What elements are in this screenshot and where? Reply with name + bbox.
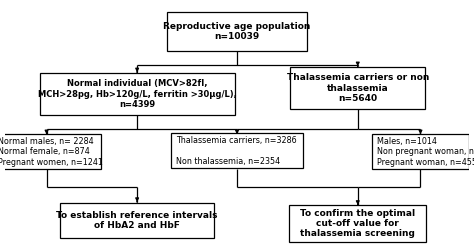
Text: Normal individual (MCV>82fl,
MCH>28pg, Hb>120g/L, ferritin >30μg/L),
n=4399: Normal individual (MCV>82fl, MCH>28pg, H… — [38, 79, 237, 109]
Text: To establish reference intervals
of HbA2 and HbF: To establish reference intervals of HbA2… — [56, 211, 218, 230]
FancyBboxPatch shape — [39, 73, 235, 115]
Text: Reproductive age population
n=10039: Reproductive age population n=10039 — [164, 22, 310, 41]
FancyBboxPatch shape — [167, 12, 307, 51]
FancyBboxPatch shape — [372, 135, 469, 169]
FancyBboxPatch shape — [171, 133, 303, 168]
FancyBboxPatch shape — [61, 203, 214, 238]
Text: Thalassemia carriers, n=3286

Non thalassemia, n=2354: Thalassemia carriers, n=3286 Non thalass… — [176, 136, 297, 166]
Text: Thalassemia carriers or non
thalassemia
n=5640: Thalassemia carriers or non thalassemia … — [287, 73, 429, 103]
Text: To confirm the optimal
cut-off value for
thalassemia screening: To confirm the optimal cut-off value for… — [300, 209, 415, 238]
FancyBboxPatch shape — [291, 67, 425, 109]
Text: Normal males, n= 2284
Normal female, n=874
Pregnant women, n=1241: Normal males, n= 2284 Normal female, n=8… — [0, 137, 102, 167]
Text: Males, n=1014
Non pregnant woman, n=1817
Pregnant woman, n=455: Males, n=1014 Non pregnant woman, n=1817… — [377, 137, 474, 167]
FancyBboxPatch shape — [0, 135, 101, 169]
FancyBboxPatch shape — [289, 205, 426, 242]
